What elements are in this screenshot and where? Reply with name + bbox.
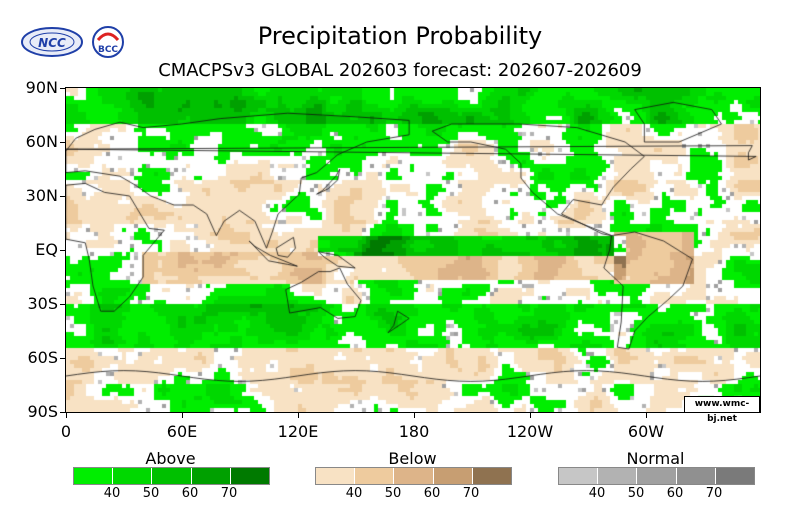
precipitation-probability-field — [66, 88, 760, 412]
lat-tick — [60, 412, 66, 413]
lat-tick — [60, 250, 66, 251]
legend-above-tick: 50 — [142, 486, 160, 501]
legend-below-bar — [315, 467, 512, 485]
legend-normal-swatch — [598, 468, 638, 484]
legend-normal-swatch — [559, 468, 599, 484]
legend-above-tick: 60 — [181, 486, 199, 501]
legend-above-swatch — [74, 468, 114, 484]
legend-normal-swatch — [715, 468, 755, 484]
lat-label-60s: 60S — [27, 348, 58, 367]
lon-tick — [66, 412, 67, 418]
legend-normal-tick: 70 — [705, 486, 723, 501]
map-subtitle: CMACPSv3 GLOBAL 202603 forecast: 202607-… — [158, 60, 642, 81]
lon-tick — [530, 412, 531, 418]
legend-normal-swatch — [637, 468, 677, 484]
map-title: Precipitation Probability — [257, 22, 543, 50]
legend-below-swatch — [355, 468, 395, 484]
lon-tick — [646, 412, 647, 418]
lon-label-180: 180 — [398, 422, 430, 441]
lon-label-60e: 60E — [166, 422, 198, 441]
legend-normal-tick: 40 — [588, 486, 606, 501]
map-panel — [66, 88, 760, 412]
lon-label-120w: 120W — [506, 422, 554, 441]
lat-tick — [60, 304, 66, 305]
lat-tick — [60, 88, 66, 89]
legend-normal-bar — [558, 467, 755, 485]
lon-tick — [182, 412, 183, 418]
credit-label: www.wmc-bj.net — [684, 396, 760, 424]
legend-normal-tick: 50 — [627, 486, 645, 501]
svg-text:NCC: NCC — [38, 36, 66, 50]
legend-below-swatch — [316, 468, 356, 484]
bcc-logo: BCC — [90, 26, 126, 62]
legend-normal-swatch — [676, 468, 716, 484]
legend-below-tick: 40 — [345, 486, 363, 501]
legend-below-tick: 60 — [423, 486, 441, 501]
legend-above-swatch — [113, 468, 153, 484]
legend-above-swatch — [191, 468, 231, 484]
map-frame — [65, 87, 761, 413]
lon-tick — [414, 412, 415, 418]
legend-above-bar — [73, 467, 270, 485]
legend-below-title: Below — [388, 449, 437, 468]
lat-label-30s: 30S — [27, 294, 58, 313]
lon-label-60w: 60W — [627, 422, 665, 441]
lon-label-0: 0 — [60, 422, 72, 441]
ncc-logo: NCC — [20, 26, 84, 62]
lat-tick — [60, 196, 66, 197]
legend-above-swatch — [230, 468, 270, 484]
legend-below-tick: 70 — [462, 486, 480, 501]
lat-label-90s: 90S — [27, 402, 58, 421]
lat-tick — [60, 142, 66, 143]
lat-label-30n: 30N — [25, 186, 58, 205]
legend-above-swatch — [152, 468, 192, 484]
legend-normal-title: Normal — [626, 449, 685, 468]
legend-below-swatch — [472, 468, 512, 484]
legend-below-swatch — [433, 468, 473, 484]
legend-below-tick: 50 — [384, 486, 402, 501]
lat-label-60n: 60N — [25, 132, 58, 151]
lat-label-90n: 90N — [25, 78, 58, 97]
legend-above-tick: 40 — [103, 486, 121, 501]
svg-text:BCC: BCC — [98, 45, 118, 55]
lon-tick — [298, 412, 299, 418]
legend-below-swatch — [394, 468, 434, 484]
lon-label-120e: 120E — [277, 422, 319, 441]
legend-above-title: Above — [145, 449, 196, 468]
legend-normal-tick: 60 — [666, 486, 684, 501]
lat-label-eq: EQ — [35, 240, 58, 259]
lat-tick — [60, 358, 66, 359]
legend-above-tick: 70 — [220, 486, 238, 501]
